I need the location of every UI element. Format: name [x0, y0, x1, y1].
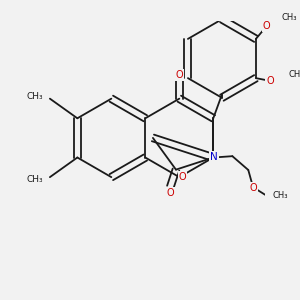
Text: O: O — [266, 76, 274, 86]
Text: CH₃: CH₃ — [273, 191, 288, 200]
Text: O: O — [179, 172, 186, 182]
Text: O: O — [250, 183, 257, 193]
Text: N: N — [210, 152, 218, 162]
Text: CH₃: CH₃ — [27, 175, 43, 184]
Text: O: O — [167, 188, 174, 198]
Text: O: O — [263, 21, 270, 32]
Text: CH₃: CH₃ — [288, 70, 300, 79]
Text: CH₃: CH₃ — [281, 13, 297, 22]
Text: O: O — [176, 70, 183, 80]
Text: CH₃: CH₃ — [27, 92, 43, 101]
